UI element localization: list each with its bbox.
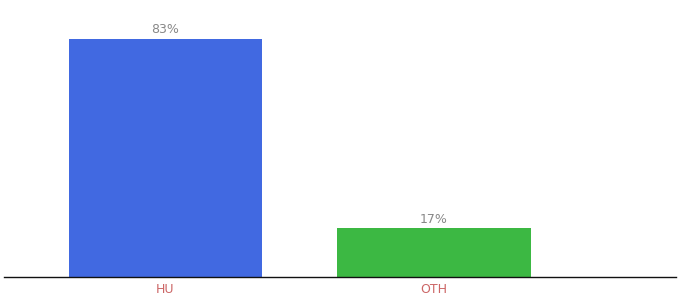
- Bar: [69, 39, 262, 277]
- Bar: [337, 228, 531, 277]
- Text: 83%: 83%: [152, 23, 180, 36]
- Text: 17%: 17%: [420, 212, 448, 226]
